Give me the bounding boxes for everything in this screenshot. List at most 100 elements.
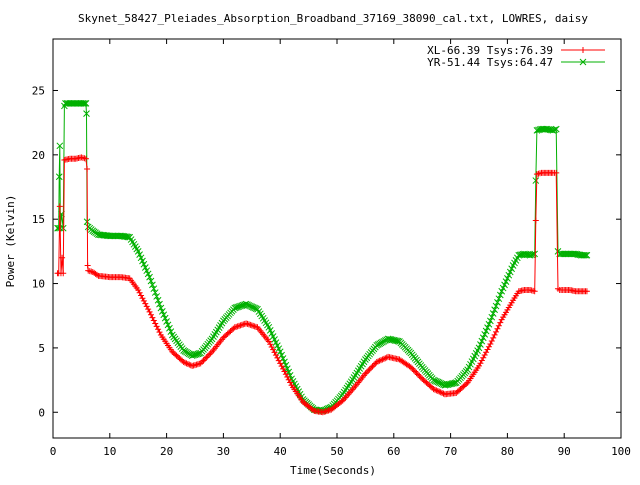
data-point (55, 173, 63, 181)
y-tick-label: 10 (32, 278, 45, 291)
data-point (414, 371, 421, 378)
data-point (453, 389, 460, 396)
data-point (495, 295, 503, 303)
data-point (496, 291, 504, 299)
data-point (426, 382, 433, 389)
data-point (135, 286, 142, 293)
data-point (285, 376, 292, 383)
data-point (378, 357, 385, 364)
chart-title: Skynet_58427_Pleiades_Absorption_Broadba… (78, 12, 588, 25)
data-point (174, 353, 181, 360)
data-point (138, 292, 145, 299)
data-point (484, 324, 491, 331)
x-tick-label: 40 (274, 445, 287, 458)
legend-swatch-marker (579, 58, 587, 66)
y-tick-label: 5 (38, 342, 45, 355)
data-point (454, 388, 461, 395)
data-point (490, 334, 497, 341)
data-point (485, 343, 492, 350)
data-point (483, 349, 490, 356)
data-point (158, 308, 166, 315)
data-point (379, 356, 386, 363)
data-point (204, 353, 211, 360)
data-point (164, 321, 172, 329)
data-point (482, 327, 490, 335)
data-point (156, 329, 163, 336)
data-point (282, 371, 289, 378)
data-point (152, 320, 159, 327)
data-point (439, 389, 446, 396)
data-point (160, 311, 168, 319)
data-point (163, 318, 170, 325)
data-point (456, 387, 463, 394)
x-axis-label: Time(Seconds) (290, 464, 376, 477)
data-point (373, 359, 380, 366)
data-point (82, 155, 89, 162)
data-point (365, 367, 372, 374)
data-point (142, 300, 149, 307)
x-tick-label: 0 (50, 445, 57, 458)
data-point (270, 346, 277, 353)
data-point (226, 329, 233, 336)
data-point (82, 100, 90, 107)
data-point (60, 270, 67, 277)
data-point (492, 302, 500, 310)
data-point (532, 217, 539, 224)
data-point (580, 251, 588, 259)
data-point (173, 352, 180, 359)
data-point (182, 359, 189, 366)
data-point (221, 333, 228, 340)
data-point (267, 341, 274, 348)
series-layer (54, 100, 591, 416)
data-point (140, 297, 147, 304)
data-point (413, 370, 420, 377)
data-point (531, 250, 539, 258)
series-yr (54, 100, 591, 415)
data-point (157, 304, 165, 312)
data-point (81, 100, 88, 107)
data-point (423, 379, 430, 386)
data-point (170, 350, 177, 357)
x-tick-label: 90 (558, 445, 571, 458)
data-point (493, 328, 500, 335)
data-point (274, 354, 281, 361)
x-tick-label: 20 (160, 445, 173, 458)
data-point (283, 365, 291, 373)
data-point (277, 360, 284, 367)
data-point (201, 356, 208, 363)
data-point (183, 360, 190, 367)
data-point (488, 337, 495, 344)
data-point (532, 177, 540, 184)
data-point (287, 379, 294, 386)
data-point (430, 386, 437, 393)
data-point (136, 289, 143, 296)
data-point (309, 406, 316, 413)
data-point (582, 251, 589, 259)
data-point (368, 364, 375, 371)
data-point (166, 324, 173, 332)
data-point (420, 377, 427, 384)
legend-swatch-marker (580, 47, 586, 53)
data-point (457, 386, 464, 393)
data-point (143, 303, 150, 310)
data-point (409, 365, 416, 372)
data-point (186, 361, 193, 368)
data-point (184, 360, 191, 367)
data-point (485, 320, 493, 328)
y-tick-label: 0 (38, 406, 45, 419)
data-point (224, 330, 231, 337)
data-point (491, 331, 498, 338)
data-point (284, 374, 291, 381)
data-point (223, 332, 230, 339)
data-point (94, 271, 101, 278)
x-tick-label: 60 (387, 445, 400, 458)
data-point (478, 337, 486, 345)
data-point (338, 398, 345, 405)
data-point (487, 317, 494, 325)
data-point (206, 351, 213, 358)
data-point (412, 368, 419, 375)
data-point (488, 313, 496, 321)
y-axis-label: Power (Kelvin) (4, 195, 17, 288)
data-point (281, 358, 288, 366)
data-point (497, 319, 504, 326)
